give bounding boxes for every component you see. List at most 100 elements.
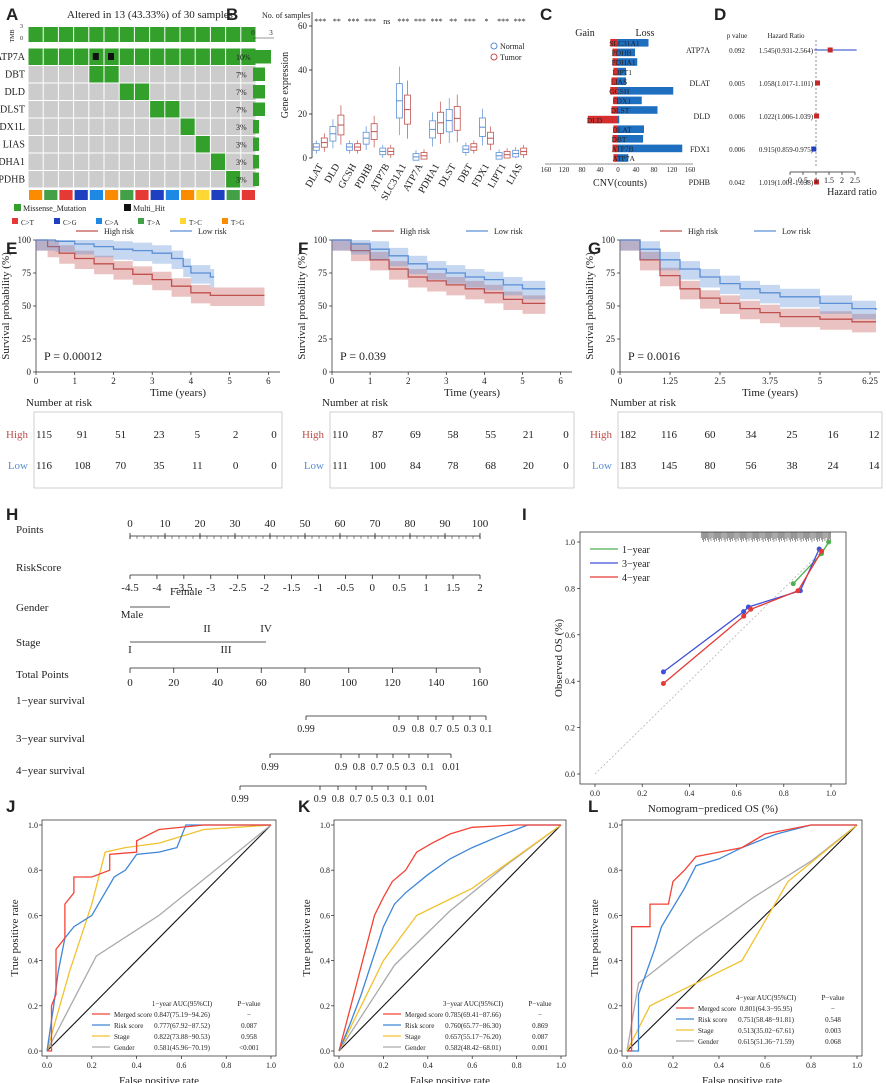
- panel-a: Altered in 13 (43.33%) of 30 samples No. …: [0, 9, 310, 227]
- y-tick-label: 25: [606, 334, 616, 344]
- y-tick-label: 1.0: [28, 821, 38, 830]
- oncoplot-cell: [241, 171, 256, 188]
- survival-tick-label: 0.1: [480, 724, 493, 735]
- risk-table-frame: [33, 411, 283, 489]
- legend-label: T>A: [147, 219, 160, 227]
- x-tick-label: 0.0: [42, 1061, 52, 1070]
- panel-label-D: D: [714, 5, 726, 24]
- hr-text: 0.915(0.859-0.975): [759, 146, 814, 154]
- gene-label: ATP7A: [0, 52, 26, 63]
- risk-count-low: 78: [448, 460, 460, 472]
- legend-label: Gender: [405, 1044, 426, 1052]
- oncoplot-cell: [119, 66, 134, 83]
- oncoplot-cell: [74, 118, 89, 135]
- hr-text: 1.058(1.017-1.101): [759, 80, 814, 88]
- risk-count-low: 111: [332, 460, 348, 472]
- panel-g: 0 25 50 75 100 Survival probability (%) 0 1.25 2…: [584, 227, 883, 489]
- loss-bar: [617, 144, 683, 153]
- oncoplot-cell: [165, 101, 180, 118]
- risk-count-high: 60: [705, 429, 717, 441]
- y-tick-label: 25: [22, 334, 32, 344]
- gene-label: FDX1: [612, 97, 631, 106]
- risk-label-low: Low: [592, 460, 612, 472]
- legend-label: High risk: [104, 227, 134, 236]
- risk-count-low: 0: [271, 460, 277, 472]
- legend-label: C>A: [105, 219, 119, 227]
- auc-value: 0.615(51.36−71.59): [738, 1038, 795, 1046]
- chart-title: Altered in 13 (43.33%) of 30 samples: [67, 9, 233, 21]
- oncoplot-cell: [210, 83, 226, 100]
- y-tick-label: 1.0: [320, 821, 330, 830]
- y-tick-label: 0.8: [28, 866, 38, 875]
- oncoplot-cell: [226, 153, 241, 170]
- y-tick-label: 75: [606, 268, 616, 278]
- table-header: 4−year AUC(95%CI): [736, 994, 797, 1002]
- risk-count-low: 24: [828, 460, 840, 472]
- snv-cell: [120, 190, 134, 200]
- y-tick-label: 0.0: [608, 1047, 618, 1056]
- gene-label: SLC31A1: [609, 39, 640, 48]
- auc-value: 0.847(75.19−94.26): [154, 1011, 211, 1019]
- oncoplot-cell: [43, 171, 58, 188]
- riskscore-tick-label: -3.5: [175, 582, 193, 594]
- x-tick-label: 3.75: [762, 376, 778, 386]
- total-tick-label: 100: [341, 677, 358, 689]
- risk-count-high: 0: [563, 429, 569, 441]
- legend-label: Risk score: [114, 1022, 143, 1030]
- snv-cell: [89, 190, 103, 200]
- nomogram-row-label: 1−year survival: [16, 695, 85, 707]
- oncoplot-cell: [195, 83, 210, 100]
- oncoplot-cell: [195, 101, 210, 118]
- hr-text: 1.545(0.931-2.564): [759, 47, 814, 55]
- y-axis-title: True positive rate: [9, 899, 21, 976]
- oncoplot-cell: [210, 118, 226, 135]
- snv-cell: [29, 190, 43, 200]
- tmb-bar: [226, 27, 241, 42]
- calibration-point: [790, 581, 796, 587]
- p-value: 0.869: [532, 1022, 548, 1030]
- x-tick-label: 0.8: [806, 1061, 816, 1070]
- high-risk-line: [36, 239, 265, 297]
- oncoplot-cell: [28, 136, 43, 153]
- tmb-bar: [150, 27, 165, 42]
- oncoplot-cell: [134, 48, 150, 65]
- oncoplot-cell: [58, 136, 74, 153]
- oncoplot-cell: [226, 66, 241, 83]
- auc-value: 0.657(55.17−76.20): [445, 1033, 502, 1041]
- nomogram-row-label: Total Points: [16, 669, 69, 681]
- legend-label: Gender: [698, 1038, 719, 1046]
- panel-label-I: I: [522, 505, 527, 524]
- points-tick-label: 70: [370, 518, 382, 530]
- auc-value: 0.801(64.3−95.95): [740, 1005, 793, 1013]
- risk-label-low: Low: [8, 460, 28, 472]
- x-axis-title: Hazard ratio: [827, 187, 877, 198]
- p-value: 0.001: [532, 1044, 548, 1052]
- legend-marker: [490, 53, 498, 61]
- panel-label-J: J: [6, 797, 15, 816]
- legend-label: Low risk: [782, 227, 811, 236]
- oncoplot-cell: [210, 48, 226, 65]
- oncoplot-cell: [226, 48, 241, 65]
- stage-tick-label: II: [203, 623, 211, 635]
- risk-count-high: 0: [271, 429, 277, 441]
- y-tick-label: 0.4: [608, 957, 618, 966]
- loss-bar: [617, 106, 658, 114]
- x-tick-label: 0.4: [132, 1061, 142, 1070]
- snv-cell: [196, 190, 210, 200]
- bar-axis-tick: 0: [251, 29, 255, 37]
- oncoplot-cell: [43, 153, 58, 170]
- plot-frame: [41, 819, 277, 1057]
- calibration-point: [748, 606, 754, 612]
- points-tick-label: 50: [300, 518, 312, 530]
- risk-label-high: High: [590, 429, 613, 441]
- significance-label: ***: [514, 17, 526, 26]
- p-value: −: [831, 1005, 835, 1013]
- roc-line: [338, 824, 561, 1052]
- survival-tick-label: 0.3: [403, 762, 416, 773]
- gene-label: DBT: [612, 135, 627, 144]
- risk-table-title: Number at risk: [610, 397, 676, 409]
- panel-i: 0.0 0.2 0.4 0.6 0.8 1.0 0.0 0.2 0.4 0.6 0.8 1.0 Nomo…: [553, 531, 847, 815]
- legend-swatch: [138, 218, 144, 224]
- loss-bar: [617, 154, 629, 162]
- roc-line: [47, 824, 271, 1052]
